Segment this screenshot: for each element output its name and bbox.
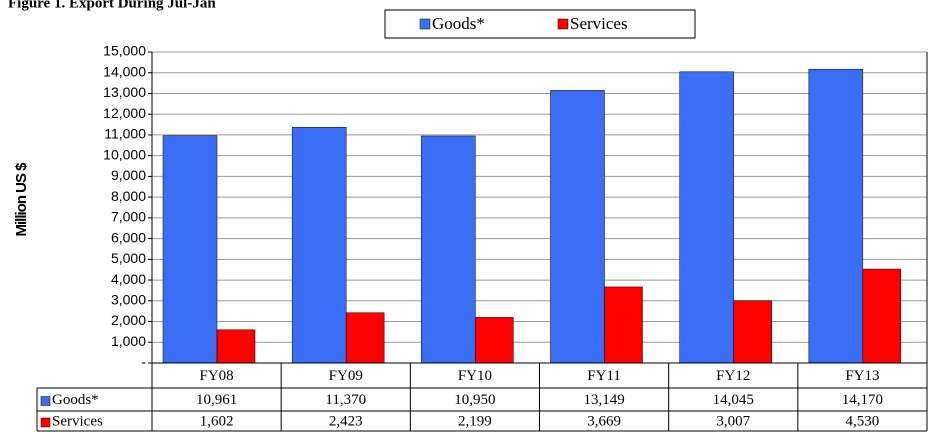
legend-swatch bbox=[557, 18, 569, 30]
y-tick-label: 5,000 bbox=[111, 250, 146, 266]
legend-box bbox=[384, 9, 696, 39]
legend-swatch bbox=[419, 18, 431, 30]
y-tick-label: 10,000 bbox=[103, 146, 146, 162]
y-tick-label: 13,000 bbox=[103, 84, 146, 100]
table-value: 11,370 bbox=[325, 392, 366, 408]
y-tick-label: 14,000 bbox=[103, 63, 146, 79]
table-value: 14,170 bbox=[842, 392, 883, 408]
y-tick-label: 12,000 bbox=[103, 105, 146, 121]
bar bbox=[808, 68, 864, 364]
table-series-label: Services bbox=[52, 413, 103, 429]
y-tick-label: 11,000 bbox=[104, 126, 146, 142]
legend-swatch bbox=[40, 417, 51, 428]
y-tick-label: 15,000 bbox=[103, 43, 146, 59]
y-tick-label: 1,000 bbox=[111, 333, 146, 349]
table-value: 3,007 bbox=[716, 413, 750, 429]
x-tick-label: FY11 bbox=[587, 368, 621, 384]
legend-swatch bbox=[40, 396, 51, 406]
table-value: 10,950 bbox=[454, 392, 495, 408]
table-series-label: Goods* bbox=[52, 392, 99, 408]
table-value: 13,149 bbox=[583, 392, 624, 408]
y-tick-label: 9,000 bbox=[111, 167, 146, 183]
y-tick-label: 8,000 bbox=[111, 188, 146, 204]
bar bbox=[216, 329, 256, 364]
bar bbox=[421, 135, 476, 364]
y-tick-label: 7,000 bbox=[111, 209, 146, 225]
table-value: 10,961 bbox=[196, 392, 237, 408]
legend-label: Services bbox=[570, 14, 628, 33]
x-tick-label: FY13 bbox=[845, 368, 879, 384]
table-value: 2,199 bbox=[458, 413, 492, 429]
bar bbox=[291, 127, 347, 364]
x-tick-label: FY10 bbox=[458, 368, 492, 384]
bar bbox=[862, 268, 902, 364]
bar bbox=[162, 135, 218, 364]
bar bbox=[733, 300, 772, 364]
table-value: 2,423 bbox=[329, 413, 363, 429]
bar bbox=[679, 71, 734, 364]
bar bbox=[550, 90, 605, 364]
y-tick-label: 3,000 bbox=[111, 292, 146, 308]
y-tick-label: - bbox=[141, 354, 146, 370]
bar bbox=[604, 286, 643, 364]
table-value: 3,669 bbox=[587, 413, 621, 429]
table-value: 4,530 bbox=[846, 413, 880, 429]
x-tick-label: FY09 bbox=[329, 368, 363, 384]
y-tick-label: 2,000 bbox=[111, 312, 146, 328]
y-tick-label: 4,000 bbox=[111, 271, 146, 287]
bar bbox=[475, 317, 514, 364]
chart-title: Figure 1. Export During Jul-Jan bbox=[8, 0, 216, 11]
x-tick-label: FY08 bbox=[199, 368, 233, 384]
y-axis-label: Million US $ bbox=[13, 162, 30, 237]
x-tick-label: FY12 bbox=[716, 368, 750, 384]
table-value: 14,045 bbox=[713, 392, 754, 408]
bar bbox=[345, 312, 385, 364]
legend-label: Goods* bbox=[432, 14, 485, 33]
y-tick-label: 6,000 bbox=[111, 229, 146, 245]
table-value: 1,602 bbox=[200, 413, 234, 429]
